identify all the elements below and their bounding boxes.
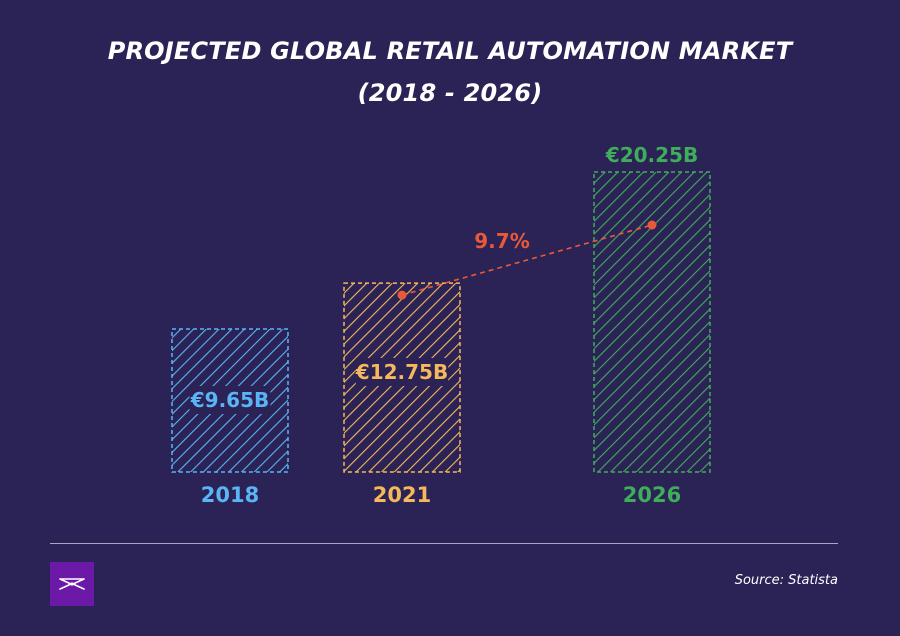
bar-2026 — [593, 171, 711, 473]
chart-title-line-2: (2018 - 2026) — [357, 79, 543, 107]
growth-trend-line — [401, 224, 653, 296]
tick-label-2021: 2021 — [373, 483, 431, 507]
bow-logo-icon — [50, 562, 94, 606]
data-label-2026: €20.25B — [605, 143, 698, 167]
bar-2026-rect — [593, 171, 711, 473]
data-label-2018: €9.65B — [189, 386, 271, 414]
growth-point-2026 — [647, 220, 657, 230]
tick-label-2026: 2026 — [623, 483, 681, 507]
chart-title-line-1: PROJECTED GLOBAL RETAIL AUTOMATION MARKE… — [107, 37, 793, 65]
tick-label-2018: 2018 — [201, 483, 259, 507]
source-text: Source: Statista — [734, 573, 838, 588]
svg-text:€9.65B: €9.65B — [190, 388, 270, 412]
svg-text:€12.75B: €12.75B — [355, 360, 448, 384]
chart-title: PROJECTED GLOBAL RETAIL AUTOMATION MARKE… — [0, 30, 900, 114]
data-label-2021: €12.75B — [355, 358, 449, 386]
footer-divider — [50, 543, 838, 544]
growth-point-2021 — [397, 290, 407, 300]
growth-rate-label: 9.7% — [474, 229, 529, 253]
bow-logo-icon-glyph — [59, 578, 85, 590]
svg-text:€20.25B: €20.25B — [605, 143, 698, 167]
